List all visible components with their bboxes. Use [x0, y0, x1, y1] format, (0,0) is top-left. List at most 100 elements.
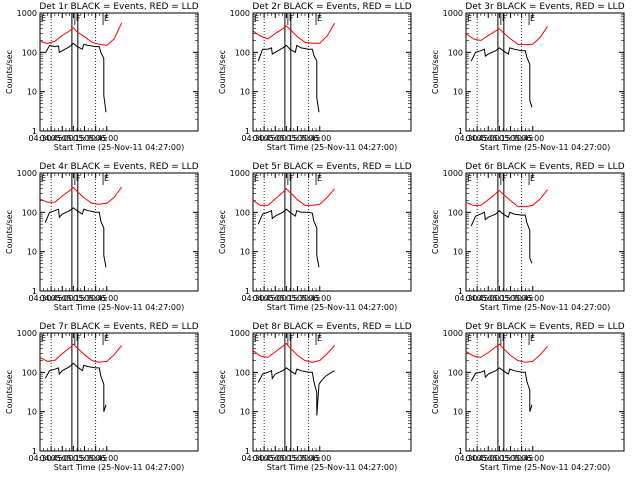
x-tick-label: 05:45 — [297, 294, 320, 303]
plot-frame — [39, 12, 199, 132]
x-tick-label: 04:45 — [253, 134, 276, 143]
x-tick-label: 05:30 — [499, 134, 522, 143]
marker-label-f: F — [76, 14, 81, 23]
marker-label-e: E — [104, 174, 109, 183]
x-tick-label: 05:15 — [488, 294, 511, 303]
marker-label-f: F — [289, 174, 294, 183]
y-axis-title: Counts/sec — [431, 50, 440, 94]
x-tick-label: 05:15 — [275, 454, 298, 463]
marker-label-f: F — [289, 334, 294, 343]
x-tick-label: 05:45 — [510, 294, 533, 303]
events-series-line — [44, 362, 107, 412]
y-tick-label: 1000 — [17, 169, 37, 178]
marker-label-f: F — [502, 334, 507, 343]
panel-title: Det 7r BLACK = Events, RED = LLD — [39, 322, 198, 332]
events-series-line — [257, 367, 335, 416]
y-axis-title: Counts/sec — [431, 370, 440, 414]
panel-6: Det 6r BLACK = Events, RED = LLD E F E 1 10 10… — [431, 162, 625, 312]
x-tick-label: 05:30 — [73, 454, 96, 463]
x-tick-label: 06:00 — [95, 134, 118, 143]
x-tick-label: 05:00 — [51, 134, 74, 143]
y-tick-label: 100 — [448, 208, 463, 217]
marker-label-e: E — [254, 174, 259, 183]
panel-7: Det 7r BLACK = Events, RED = LLD E F E 1 10 10… — [5, 322, 199, 472]
plot-frame — [252, 172, 412, 292]
x-tick-label: 04:45 — [466, 294, 489, 303]
events-series-line — [470, 47, 533, 108]
y-tick-label: 1000 — [17, 9, 37, 18]
marker-label-f: F — [502, 14, 507, 23]
y-tick-label: 100 — [22, 48, 37, 57]
x-tick-label: 06:00 — [95, 294, 118, 303]
x-tick-label: 04:30 — [28, 454, 51, 463]
x-tick-label: 05:30 — [286, 454, 309, 463]
marker-label-e: E — [317, 14, 322, 23]
x-tick-label: 05:30 — [286, 134, 309, 143]
y-tick-label: 1 — [32, 287, 37, 296]
x-tick-label: 05:15 — [275, 134, 298, 143]
x-tick-label: 04:45 — [40, 294, 63, 303]
y-axis-title: Counts/sec — [218, 210, 227, 254]
marker-label-e: E — [104, 334, 109, 343]
x-tick-label: 06:00 — [308, 134, 331, 143]
panel-title: Det 2r BLACK = Events, RED = LLD — [252, 2, 411, 12]
marker-label-e: E — [467, 334, 472, 343]
panel-title: Det 3r BLACK = Events, RED = LLD — [465, 2, 624, 12]
x-tick-label: 05:30 — [73, 294, 96, 303]
x-tick-label: 04:30 — [241, 294, 264, 303]
lld-series-line — [39, 343, 122, 363]
panel-3: Det 3r BLACK = Events, RED = LLD E F E 1 10 10… — [431, 2, 625, 152]
plot-frame — [465, 172, 625, 292]
events-series-line — [470, 210, 533, 264]
y-tick-label: 10 — [453, 248, 463, 257]
x-axis-title: Start Time (25-Nov-11 04:27:00) — [54, 303, 184, 312]
x-tick-label: 05:15 — [275, 294, 298, 303]
lld-series-line — [252, 187, 335, 206]
x-tick-label: 05:00 — [51, 294, 74, 303]
x-tick-label: 05:00 — [477, 454, 500, 463]
events-series-line — [44, 42, 107, 113]
x-tick-label: 05:45 — [84, 294, 107, 303]
y-axis-title: Counts/sec — [218, 50, 227, 94]
x-tick-label: 05:00 — [477, 294, 500, 303]
plot-frame — [465, 12, 625, 132]
y-tick-label: 1 — [32, 127, 37, 136]
y-tick-label: 1 — [245, 287, 250, 296]
panel-title: Det 4r BLACK = Events, RED = LLD — [39, 162, 198, 172]
y-tick-label: 10 — [27, 88, 37, 97]
x-tick-label: 04:30 — [454, 454, 477, 463]
x-tick-label: 04:30 — [28, 134, 51, 143]
panel-title: Det 8r BLACK = Events, RED = LLD — [252, 322, 411, 332]
y-tick-label: 100 — [22, 208, 37, 217]
marker-label-e: E — [467, 174, 472, 183]
x-tick-label: 04:30 — [454, 294, 477, 303]
marker-label-e: E — [41, 174, 46, 183]
y-axis-title: Counts/sec — [431, 210, 440, 254]
x-tick-label: 04:30 — [28, 294, 51, 303]
plot-frame — [39, 172, 199, 292]
y-tick-label: 1000 — [17, 329, 37, 338]
plot-frame — [252, 12, 412, 132]
x-tick-label: 05:30 — [73, 134, 96, 143]
x-tick-label: 04:45 — [466, 134, 489, 143]
x-tick-label: 05:15 — [488, 134, 511, 143]
x-tick-label: 04:45 — [253, 454, 276, 463]
y-tick-label: 1000 — [443, 169, 463, 178]
x-tick-label: 05:00 — [264, 134, 287, 143]
x-tick-label: 05:00 — [264, 454, 287, 463]
y-tick-label: 1 — [245, 127, 250, 136]
x-axis-title: Start Time (25-Nov-11 04:27:00) — [480, 463, 610, 472]
marker-label-e: E — [254, 14, 259, 23]
x-tick-label: 06:00 — [95, 454, 118, 463]
y-tick-label: 1 — [458, 287, 463, 296]
y-tick-label: 10 — [240, 408, 250, 417]
y-tick-label: 1 — [245, 447, 250, 456]
y-tick-label: 1000 — [230, 329, 250, 338]
x-tick-label: 05:15 — [62, 294, 85, 303]
x-tick-label: 06:00 — [521, 294, 544, 303]
lld-series-line — [465, 189, 548, 208]
x-axis-title: Start Time (25-Nov-11 04:27:00) — [267, 143, 397, 152]
y-tick-label: 1000 — [443, 9, 463, 18]
x-tick-label: 05:45 — [297, 454, 320, 463]
